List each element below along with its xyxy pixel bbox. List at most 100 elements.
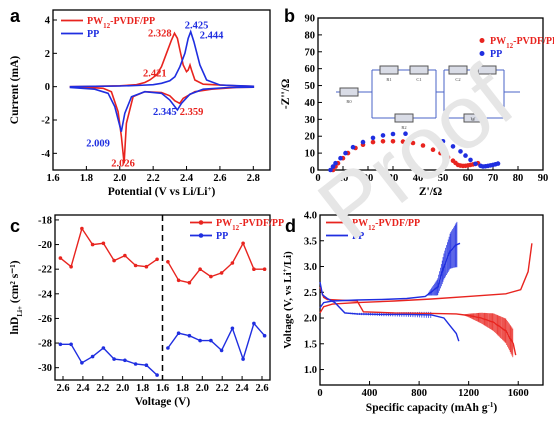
legend-label-pw12-part: -PVDF/PP bbox=[239, 218, 284, 229]
panel-b-point-red bbox=[400, 139, 406, 144]
panel-c-xtick-label: 2.0 bbox=[116, 383, 129, 394]
panel-b-point-red bbox=[410, 140, 416, 146]
panel-a-xlabel-part: ) bbox=[211, 186, 215, 198]
panel-c-point-red bbox=[198, 267, 202, 272]
panel-c-xtick-label: 2.6 bbox=[56, 383, 69, 394]
panel-c-xtick-label: 2.2 bbox=[96, 383, 109, 394]
legend-marker bbox=[198, 220, 204, 225]
panel-a-xtick-label: 2.6 bbox=[213, 173, 226, 184]
panel-c-ytick-label: -28 bbox=[38, 339, 52, 350]
panel-b-point-blue bbox=[428, 134, 433, 140]
circuit-element bbox=[394, 113, 414, 123]
panel-b-ytick-label: 90 bbox=[305, 14, 316, 25]
panel-b-xtick-label: 80 bbox=[513, 173, 524, 184]
panel-c-point-red bbox=[252, 267, 256, 272]
panel-d-xlabel-part: ) bbox=[493, 402, 497, 414]
circuit-element-label: R1 bbox=[386, 77, 391, 82]
panel-c-point-red bbox=[80, 226, 84, 231]
panel-c-point-red bbox=[90, 242, 95, 247]
panel-b-xtick-label: 30 bbox=[388, 173, 399, 184]
panel-c-series-red bbox=[59, 226, 158, 268]
circuit-element bbox=[339, 87, 359, 97]
panel-d-xtick-label: 400 bbox=[362, 388, 378, 399]
panel-c-point-blue bbox=[252, 321, 256, 326]
panel-b-xlabel: Z'/Ω bbox=[419, 186, 442, 198]
panel-a-xtick-label: 2.4 bbox=[180, 173, 194, 184]
panel-a-ytick-label: -4 bbox=[41, 149, 50, 160]
panel-c-point-red bbox=[209, 274, 213, 279]
panel-b-point-blue bbox=[458, 149, 463, 154]
legend-label-pw12-part: -PVDF/PP bbox=[375, 218, 420, 229]
panel-c-point-blue bbox=[166, 346, 170, 350]
panel-d-ytick-label: 3.5 bbox=[304, 236, 317, 247]
panel-a-ytick-label: 0 bbox=[45, 82, 50, 93]
panel-d-series-red bbox=[319, 286, 517, 356]
panel-b-ytick-label: 0 bbox=[310, 166, 315, 177]
panel-c-xtick-label: 2.4 bbox=[76, 383, 90, 394]
panel-b-point-blue bbox=[440, 139, 446, 144]
panel-b-point-blue bbox=[370, 135, 376, 141]
panel-c-point-red bbox=[69, 264, 73, 269]
panel-d-xtick-label: 0 bbox=[317, 388, 322, 399]
panel-label-d: d bbox=[285, 216, 296, 236]
panel-b-xtick-label: 0 bbox=[315, 173, 320, 184]
circuit-element bbox=[477, 65, 497, 75]
panel-c-xtick-label: 2.6 bbox=[255, 383, 268, 394]
panel-b-xtick-label: 50 bbox=[438, 173, 449, 184]
panel-c-point-red bbox=[133, 263, 138, 268]
panel-a-xtick-label: 1.6 bbox=[46, 173, 59, 184]
panel-d-xlabel-part: Specific capacity (mAh g bbox=[366, 402, 488, 414]
panel-c-xlabel: Voltage (V) bbox=[135, 396, 191, 408]
panel-d-ylabel-part: /Li) bbox=[282, 251, 294, 269]
panel-c-xtick-label: 1.8 bbox=[136, 383, 149, 394]
panel-b-ytick-label: 70 bbox=[305, 47, 316, 58]
panel-c-ylabel-part: lnD bbox=[9, 317, 21, 335]
panel-d-frame bbox=[319, 214, 544, 386]
panel-d-xlabel-part: -1 bbox=[488, 401, 494, 409]
panel-c-point-red bbox=[262, 267, 267, 272]
panel-label-a: a bbox=[10, 6, 21, 26]
panel-c-point-blue bbox=[144, 363, 149, 368]
panel-b-point-blue bbox=[495, 161, 501, 166]
legend-label-pw12-part: -PVDF/PP bbox=[513, 36, 554, 47]
panel-b-ytick-label: 60 bbox=[305, 64, 316, 75]
circuit-element-label: C2 bbox=[455, 77, 460, 82]
panel-b-ytick-label: 40 bbox=[305, 98, 316, 109]
panel-c-point-blue bbox=[176, 331, 181, 336]
panel-c-xtick-label: 2.2 bbox=[216, 383, 229, 394]
panel-a-annotation: 2.421 bbox=[143, 69, 167, 80]
panel-c-ylabel-part: Li+ bbox=[16, 306, 24, 317]
legend-label-pw12: PW12-PVDF/PP bbox=[490, 36, 554, 50]
panel-a-ytick-label: 2 bbox=[45, 49, 50, 60]
panel-b-point-blue bbox=[360, 139, 366, 145]
legend-label-pw12-part: -PVDF/PP bbox=[110, 16, 155, 27]
panel-c-point-blue bbox=[58, 342, 63, 347]
panel-c-point-blue bbox=[123, 358, 127, 363]
circuit-wire bbox=[371, 69, 444, 119]
panel-c-point-red bbox=[112, 258, 116, 263]
panel-b-point-red bbox=[370, 139, 376, 145]
panel-d-xtick-label: 800 bbox=[411, 388, 427, 399]
panel-c-ytick-label: -22 bbox=[38, 265, 52, 276]
panel-d-series-blue bbox=[319, 242, 461, 309]
legend-label-pp: PP bbox=[87, 29, 99, 40]
circuit-element bbox=[379, 65, 399, 75]
panel-a-xtick-label: 2.2 bbox=[147, 173, 160, 184]
panel-a-xtick-label: 1.8 bbox=[80, 173, 93, 184]
panel-label-c: c bbox=[10, 216, 20, 236]
panel-c-point-blue bbox=[198, 338, 202, 343]
panel-b-point-blue bbox=[468, 157, 473, 163]
panel-b-point-blue bbox=[390, 131, 396, 137]
panel-c-point-blue bbox=[112, 357, 116, 361]
circuit-element-label: C1 bbox=[416, 77, 421, 82]
panel-c-point-red bbox=[101, 241, 106, 246]
panel-c-point-blue bbox=[219, 348, 224, 353]
panel-c-point-blue bbox=[155, 373, 159, 377]
panel-c-point-red bbox=[176, 278, 181, 283]
legend-label-pp: PP bbox=[216, 231, 228, 242]
panel-d-xlabel: Specific capacity (mAh g-1) bbox=[366, 401, 498, 414]
panel-c-ytick-label: -30 bbox=[38, 363, 52, 374]
panel-d-ylabel-part: + bbox=[281, 268, 289, 272]
panel-d-ylabel-part: Voltage (V, vs Li bbox=[282, 272, 294, 348]
